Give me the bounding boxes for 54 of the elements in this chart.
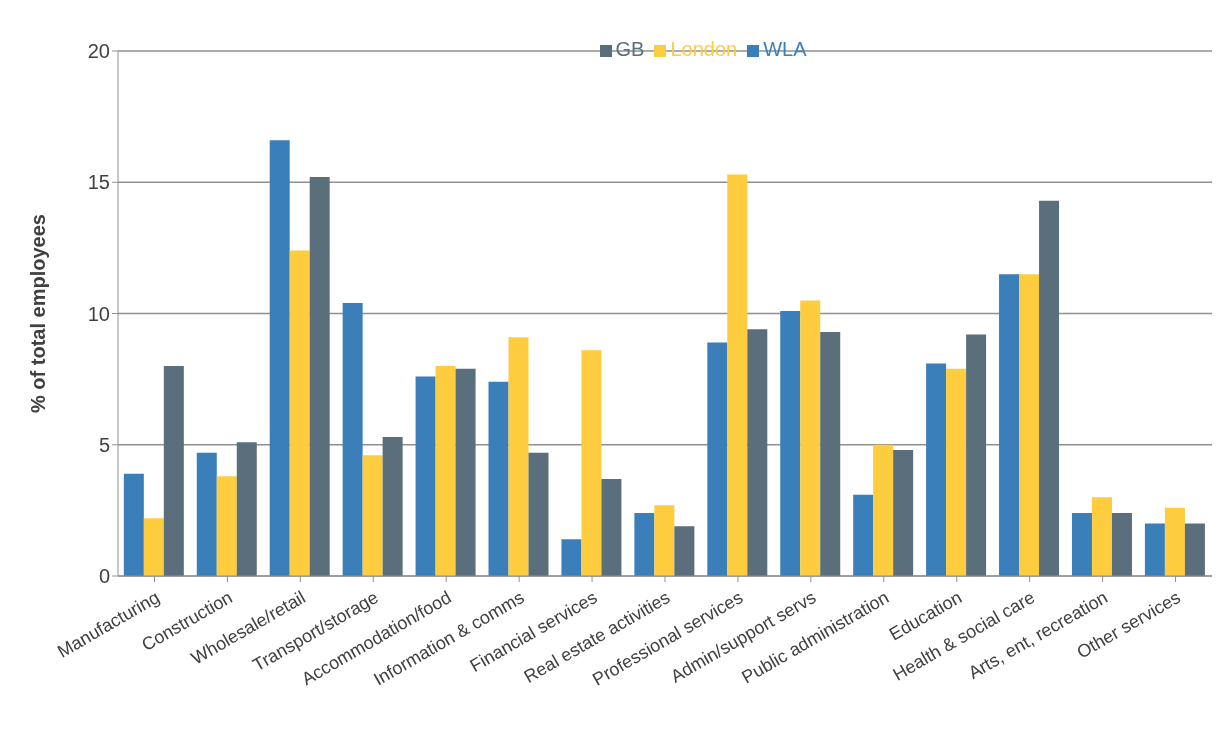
bar [309,177,330,576]
bar [362,455,383,576]
bar [873,444,894,576]
legend-label: WLA [763,38,807,60]
bar [707,342,728,576]
bar [455,368,476,576]
bar [289,250,310,576]
bar [236,442,257,576]
y-axis-title: % of total employees [27,214,50,413]
legend-label: GB [615,38,645,60]
bar [747,329,768,576]
bar [269,140,290,576]
y-tick-label: 15 [87,171,110,194]
bar [508,337,529,576]
bar [488,381,509,576]
bar [415,376,436,576]
bar [820,331,841,576]
bar [966,334,987,576]
bar [342,303,363,576]
bar [674,526,695,576]
bar [946,368,967,576]
y-tick-label: 0 [98,565,110,588]
bar [581,350,602,576]
bar [196,452,217,576]
bar [1091,497,1112,576]
bar [143,518,164,576]
bar [1164,507,1185,576]
bar [163,366,184,576]
bar [853,494,874,576]
bar [1071,513,1092,576]
bar [435,366,456,576]
legend-label: London [670,38,738,60]
bar [654,505,675,576]
bar [893,450,914,576]
y-tick-label: 10 [87,302,110,325]
bar [1111,513,1132,576]
bar [780,310,801,576]
bar [1039,200,1060,576]
y-tick-label: 5 [98,433,110,456]
bar [216,476,237,576]
bar [382,436,403,576]
bar [926,363,947,576]
bar [1184,523,1205,576]
bar [601,478,622,576]
bar [1019,274,1040,576]
bar [727,174,748,576]
bar [999,274,1020,576]
y-tick-label: 20 [87,40,110,63]
bar [634,513,655,576]
bar [528,452,549,576]
bar [123,473,144,576]
bar [800,300,821,576]
bar [561,539,582,576]
bar [1144,523,1165,576]
